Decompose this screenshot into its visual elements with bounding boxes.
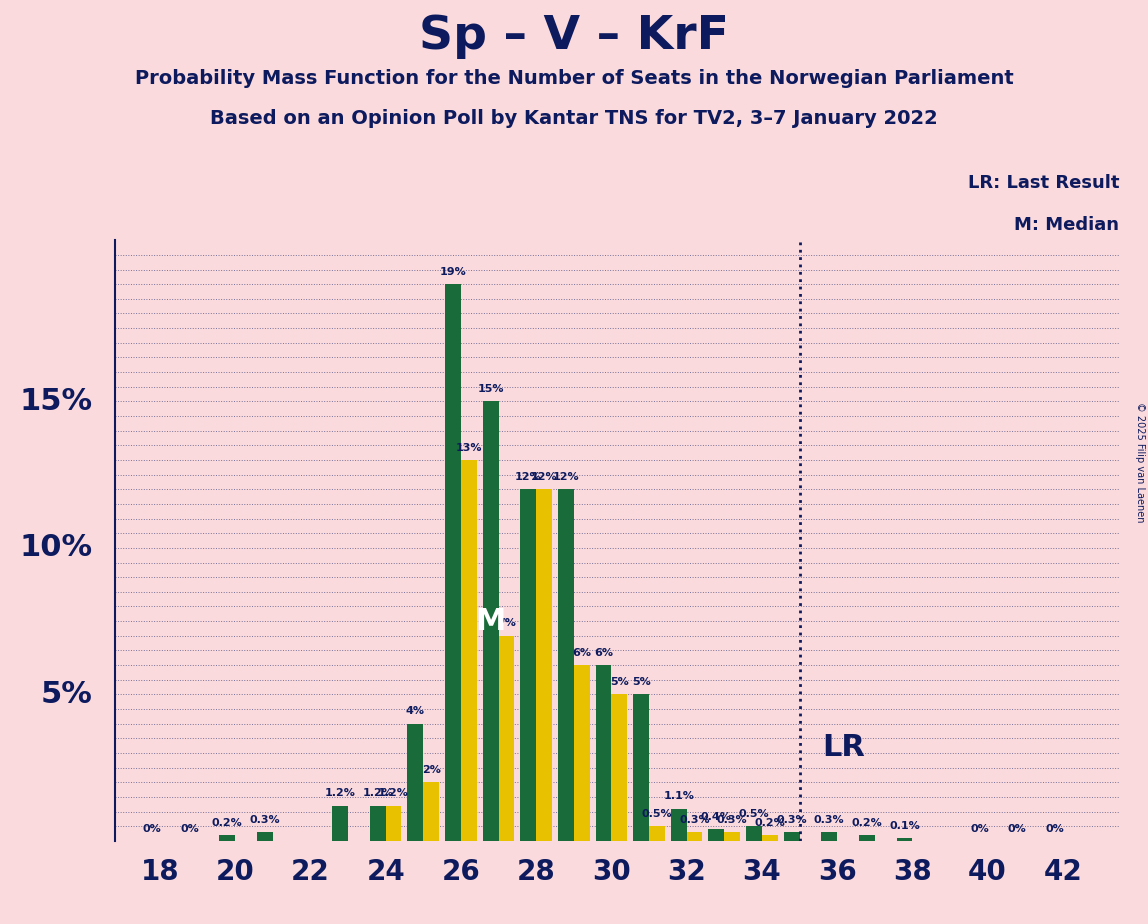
Text: Probability Mass Function for the Number of Seats in the Norwegian Parliament: Probability Mass Function for the Number…	[134, 69, 1014, 89]
Bar	[724, 832, 740, 841]
Text: M: Median: M: Median	[1015, 216, 1119, 235]
Bar	[821, 832, 837, 841]
Bar	[498, 636, 514, 841]
Text: 7%: 7%	[497, 618, 515, 628]
Text: 0.3%: 0.3%	[776, 815, 807, 825]
Bar	[520, 490, 536, 841]
Bar	[670, 808, 687, 841]
Text: 1.2%: 1.2%	[378, 788, 409, 798]
Text: 0.5%: 0.5%	[642, 808, 673, 819]
Bar	[596, 665, 612, 841]
Bar	[408, 723, 424, 841]
Text: 0.4%: 0.4%	[701, 812, 731, 821]
Bar	[784, 832, 799, 841]
Bar	[762, 835, 777, 841]
Text: 5%: 5%	[610, 677, 629, 687]
Text: 0.3%: 0.3%	[680, 815, 709, 825]
Text: 0.3%: 0.3%	[814, 815, 845, 825]
Text: 2%: 2%	[421, 765, 441, 775]
Text: 6%: 6%	[594, 648, 613, 658]
Text: 13%: 13%	[456, 443, 482, 453]
Bar	[574, 665, 590, 841]
Text: 6%: 6%	[572, 648, 591, 658]
Text: 1.2%: 1.2%	[363, 788, 394, 798]
Text: 0%: 0%	[1008, 823, 1026, 833]
Text: 12%: 12%	[530, 472, 558, 482]
Text: 0%: 0%	[142, 823, 162, 833]
Text: 0.1%: 0.1%	[889, 821, 920, 831]
Text: Based on an Opinion Poll by Kantar TNS for TV2, 3–7 January 2022: Based on an Opinion Poll by Kantar TNS f…	[210, 109, 938, 128]
Text: LR: Last Result: LR: Last Result	[968, 175, 1119, 192]
Bar	[708, 829, 724, 841]
Text: 0.5%: 0.5%	[738, 808, 769, 819]
Text: 15%: 15%	[478, 384, 504, 394]
Text: M: M	[475, 607, 506, 636]
Bar	[219, 835, 235, 841]
Text: 0%: 0%	[1046, 823, 1064, 833]
Bar	[460, 460, 476, 841]
Text: 0.2%: 0.2%	[212, 818, 242, 828]
Bar	[536, 490, 552, 841]
Text: 0.2%: 0.2%	[754, 818, 785, 828]
Bar	[558, 490, 574, 841]
Bar	[859, 835, 875, 841]
Bar	[649, 826, 665, 841]
Text: 1.2%: 1.2%	[325, 788, 356, 798]
Bar	[424, 783, 439, 841]
Bar	[612, 694, 627, 841]
Bar	[746, 826, 762, 841]
Text: 5%: 5%	[631, 677, 651, 687]
Text: 0.3%: 0.3%	[716, 815, 747, 825]
Bar	[332, 806, 348, 841]
Text: LR: LR	[822, 733, 864, 761]
Text: 0%: 0%	[180, 823, 199, 833]
Text: 19%: 19%	[440, 267, 466, 277]
Text: 12%: 12%	[515, 472, 542, 482]
Text: 0%: 0%	[970, 823, 990, 833]
Text: 4%: 4%	[406, 706, 425, 716]
Text: 0.3%: 0.3%	[249, 815, 280, 825]
Text: 15%: 15%	[20, 387, 93, 416]
Bar	[687, 832, 703, 841]
Text: 12%: 12%	[552, 472, 580, 482]
Text: © 2025 Filip van Laenen: © 2025 Filip van Laenen	[1135, 402, 1145, 522]
Bar	[370, 806, 386, 841]
Text: 1.1%: 1.1%	[664, 791, 695, 801]
Bar	[445, 285, 460, 841]
Bar	[634, 694, 649, 841]
Bar	[257, 832, 273, 841]
Bar	[386, 806, 402, 841]
Text: Sp – V – KrF: Sp – V – KrF	[419, 14, 729, 59]
Bar	[483, 401, 498, 841]
Text: 5%: 5%	[41, 680, 93, 709]
Text: 0.2%: 0.2%	[852, 818, 882, 828]
Bar	[897, 838, 913, 841]
Text: 10%: 10%	[20, 533, 93, 563]
